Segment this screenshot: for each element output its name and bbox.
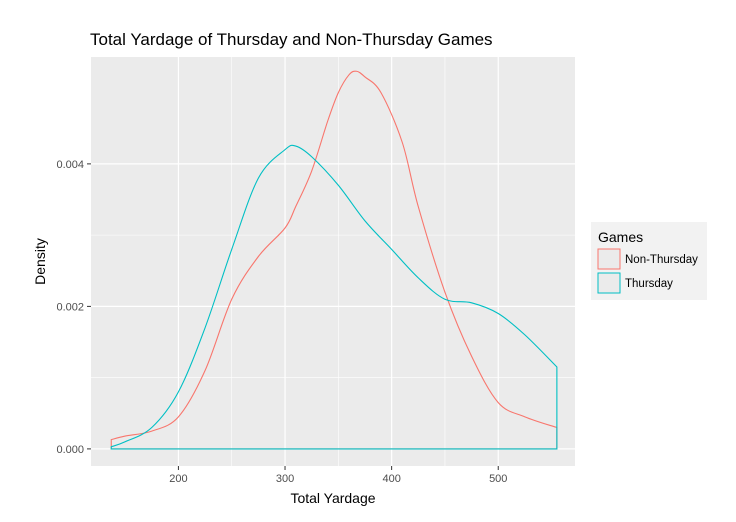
series-line-2 [110,144,558,450]
chart-title: Total Yardage of Thursday and Non-Thursd… [90,30,493,49]
legend-label: Thursday [625,278,673,290]
legend-key [597,272,621,294]
legend-items: Non-Thursday Thursday [597,248,698,294]
x-tick-label: 300 [276,473,294,485]
axes: 200 300 400 500 0.000 0.002 0.004 [56,159,507,485]
legend-title: Games [598,229,643,245]
legend-label: Non-Thursday [625,254,698,266]
plot-panel [91,57,575,466]
y-tick-label: 0.004 [56,159,84,171]
x-tick-label: 200 [169,473,187,485]
y-tick-label: 0.002 [56,301,84,313]
y-tick-label: 0.000 [56,444,84,456]
x-tick-label: 500 [489,473,507,485]
y-axis-title: Density [32,238,48,285]
x-axis-title: Total Yardage [290,490,375,506]
series-line-1 [110,70,558,450]
legend-key [597,248,621,270]
legend: Games Non-Thursday Thursday [591,222,707,300]
x-tick-label: 400 [382,473,400,485]
series-layer [110,70,558,450]
